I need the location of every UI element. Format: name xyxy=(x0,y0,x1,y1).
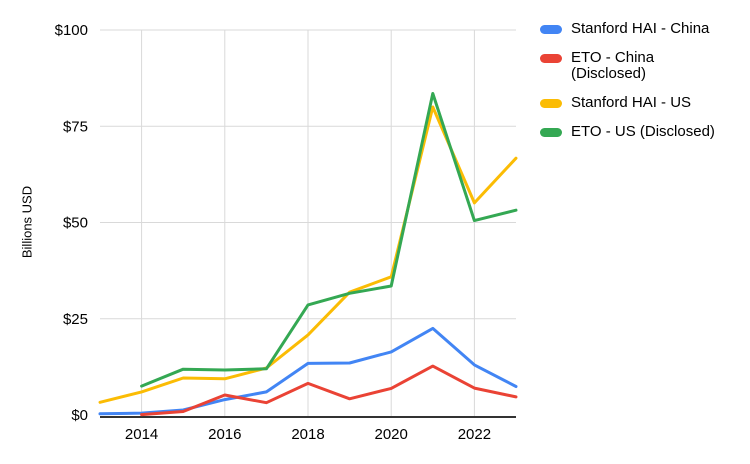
legend-swatch xyxy=(540,54,562,63)
series-line-eto-us-disclosed- xyxy=(140,92,518,388)
legend-swatch xyxy=(540,128,562,137)
x-tick-label: 2020 xyxy=(375,426,408,443)
legend-label: ETO - China (Disclosed) xyxy=(571,49,655,82)
x-tick-label: 2018 xyxy=(291,426,324,443)
legend-item: ETO - China (Disclosed) xyxy=(540,50,730,82)
y-axis-title: Billions USD xyxy=(19,185,35,259)
y-tick-label: $75 xyxy=(63,118,88,135)
legend-item: Stanford HAI - China xyxy=(540,21,730,37)
y-tick-label: $0 xyxy=(71,407,88,424)
x-tick-label: 2022 xyxy=(458,426,491,443)
series-line-eto-china-disclosed- xyxy=(140,364,518,417)
legend: Stanford HAI - China ETO - China (Disclos… xyxy=(540,21,730,140)
y-tick-label: $25 xyxy=(63,311,88,328)
legend-swatch xyxy=(540,25,562,34)
legend-label: Stanford HAI - US xyxy=(571,94,692,111)
legend-label: Stanford HAI - China xyxy=(571,20,710,37)
legend-item: Stanford HAI - US xyxy=(540,95,730,111)
x-tick-label: 2014 xyxy=(125,426,158,443)
x-tick-label: 2016 xyxy=(208,426,241,443)
y-tick-label: $50 xyxy=(63,215,88,232)
legend-item: ETO - US (Disclosed) xyxy=(540,124,730,140)
legend-swatch xyxy=(540,99,562,108)
legend-label: ETO - US (Disclosed) xyxy=(571,123,715,140)
y-tick-label: $100 xyxy=(55,22,88,39)
